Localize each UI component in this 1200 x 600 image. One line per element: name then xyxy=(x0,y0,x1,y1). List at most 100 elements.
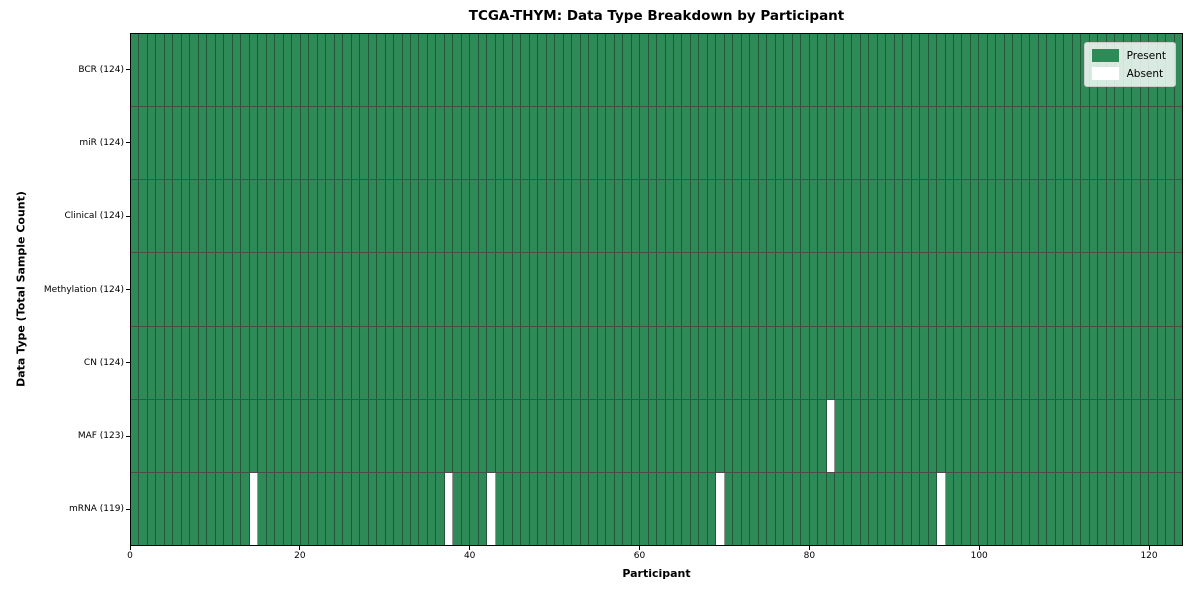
cell-present xyxy=(538,472,547,545)
cell-present xyxy=(953,399,963,472)
cell-present xyxy=(903,326,912,399)
cell-present xyxy=(1004,326,1014,399)
cell-present xyxy=(877,107,887,180)
cell-present xyxy=(275,34,284,107)
cell-present xyxy=(1064,34,1073,107)
cell-present xyxy=(674,472,683,545)
cell-present xyxy=(775,472,785,545)
cell-present xyxy=(504,472,513,545)
cell-present xyxy=(1132,399,1141,472)
cell-present xyxy=(139,399,148,472)
cell-present xyxy=(470,107,479,180)
cell-present xyxy=(707,399,717,472)
cell-present xyxy=(427,326,437,399)
x-tick-mark xyxy=(299,546,301,550)
cell-present xyxy=(207,180,216,253)
cell-present xyxy=(139,326,148,399)
cell-present xyxy=(682,34,691,107)
cell-present xyxy=(648,34,658,107)
cell-present xyxy=(623,107,632,180)
cell-present xyxy=(1089,180,1099,253)
cell-present xyxy=(1030,326,1039,399)
cell-present xyxy=(190,399,199,472)
cell-present xyxy=(1004,34,1014,107)
cell-present xyxy=(979,107,988,180)
cell-present xyxy=(572,34,581,107)
cell-present xyxy=(623,253,632,326)
cell-present xyxy=(317,34,327,107)
cell-present xyxy=(682,326,691,399)
cell-present xyxy=(258,180,267,253)
cell-present xyxy=(1149,326,1158,399)
cell-present xyxy=(377,399,386,472)
cell-present xyxy=(546,326,556,399)
cell-present xyxy=(258,326,267,399)
cell-present xyxy=(852,180,861,253)
cell-present xyxy=(1166,399,1175,472)
cell-present xyxy=(852,326,861,399)
cell-present xyxy=(410,253,420,326)
cell-present xyxy=(487,180,496,253)
cell-present xyxy=(903,472,912,545)
cell-present xyxy=(453,326,462,399)
cell-present xyxy=(1123,253,1133,326)
cell-present xyxy=(326,399,335,472)
cell-present xyxy=(801,107,810,180)
cell-present xyxy=(190,180,199,253)
cell-present xyxy=(1081,107,1090,180)
cell-present xyxy=(470,472,479,545)
cell-present xyxy=(962,180,971,253)
cell-present xyxy=(283,34,293,107)
cell-present xyxy=(232,253,242,326)
legend-swatch-absent xyxy=(1091,67,1119,80)
cell-present xyxy=(597,399,607,472)
legend-entry-present: Present xyxy=(1091,49,1166,62)
cell-present xyxy=(1004,399,1014,472)
cell-present xyxy=(1123,399,1133,472)
cell-present xyxy=(427,253,437,326)
cell-present xyxy=(987,253,997,326)
cell-present xyxy=(1157,399,1167,472)
cell-present xyxy=(640,34,649,107)
cell-present xyxy=(131,253,140,326)
cell-present xyxy=(563,472,573,545)
cell-present xyxy=(928,34,938,107)
cell-present xyxy=(1064,399,1073,472)
cell-present xyxy=(716,253,725,326)
cell-present xyxy=(674,180,683,253)
cell-present xyxy=(529,34,539,107)
cell-present xyxy=(181,34,191,107)
cell-present xyxy=(818,34,827,107)
cell-present xyxy=(139,180,148,253)
cell-present xyxy=(606,253,615,326)
cell-present xyxy=(436,107,445,180)
cell-present xyxy=(750,399,759,472)
cell-present xyxy=(1013,399,1022,472)
cell-present xyxy=(1013,107,1022,180)
cell-present xyxy=(996,34,1005,107)
cell-present xyxy=(792,107,802,180)
cell-present xyxy=(139,472,148,545)
cell-present xyxy=(360,180,369,253)
cell-present xyxy=(860,253,870,326)
cell-present xyxy=(1115,472,1124,545)
cell-present xyxy=(733,326,742,399)
cell-present xyxy=(131,326,140,399)
cell-present xyxy=(453,34,462,107)
cell-present xyxy=(266,107,276,180)
cell-present xyxy=(266,253,276,326)
cell-present xyxy=(843,472,853,545)
cell-present xyxy=(572,107,581,180)
cell-present xyxy=(224,253,233,326)
cell-present xyxy=(198,34,208,107)
y-tick-mark xyxy=(126,362,130,364)
cell-present xyxy=(317,399,327,472)
cell-present xyxy=(1013,253,1022,326)
cell-present xyxy=(597,472,607,545)
cell-present xyxy=(606,180,615,253)
cell-present xyxy=(589,180,598,253)
cell-present xyxy=(394,253,403,326)
cell-present xyxy=(487,399,496,472)
cell-present xyxy=(478,326,488,399)
cell-present xyxy=(529,253,539,326)
